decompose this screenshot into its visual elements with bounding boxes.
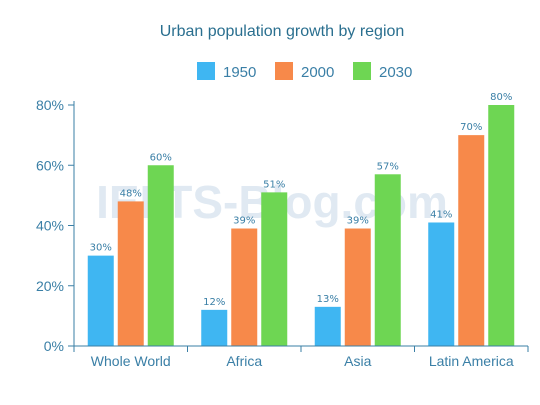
legend-label-2030: 2030 (379, 64, 412, 81)
chart-title: Urban population growth by region (160, 23, 405, 40)
x-axis: Whole World Africa Asia Latin America (73, 345, 529, 369)
y-tick-label: 80% (36, 97, 64, 113)
bar-2030-asia (374, 174, 401, 346)
x-tick-label: Whole World (91, 353, 171, 369)
y-tick-label: 20% (36, 278, 64, 294)
data-label: 60% (150, 152, 172, 163)
bar-2030-africa (261, 192, 288, 346)
y-tick-label: 40% (36, 218, 64, 234)
legend-swatch-1950 (197, 62, 215, 80)
y-axis: 0% 20% 40% 60% 80% (36, 97, 75, 354)
bar-2000-latin-america (458, 135, 485, 346)
legend-label-2000: 2000 (301, 64, 334, 81)
data-label: 30% (90, 243, 112, 254)
bar-2030-whole-world (147, 165, 174, 346)
y-tick-label: 60% (36, 157, 64, 173)
legend-swatch-2000 (275, 62, 293, 80)
x-tick-label: Asia (344, 353, 371, 369)
legend: 1950 2000 2030 (197, 62, 412, 81)
bar-1950-whole-world (87, 255, 114, 346)
bar-2000-whole-world (117, 201, 144, 346)
bar-1950-africa (201, 309, 228, 346)
data-label: 51% (263, 179, 285, 190)
data-label: 12% (203, 297, 225, 308)
data-label: 13% (317, 294, 339, 305)
y-tick-label: 0% (44, 338, 64, 354)
data-label: 48% (120, 188, 142, 199)
data-label: 41% (430, 209, 452, 220)
data-label: 70% (460, 122, 482, 133)
data-label: 39% (347, 216, 369, 227)
bar-1950-asia (314, 306, 341, 346)
bar-2000-asia (344, 228, 371, 346)
x-tick-label: Africa (226, 353, 262, 369)
data-label: 39% (233, 216, 255, 227)
data-label: 80% (490, 92, 512, 103)
data-label: 57% (377, 161, 399, 172)
legend-label-1950: 1950 (223, 64, 256, 81)
bars: 30% 48% 60% 12% 39% 51% 13% 39% 57% 41% 70% 80% (87, 92, 515, 346)
bar-2030-latin-america (488, 105, 515, 346)
bar-1950-latin-america (428, 222, 455, 346)
x-tick-label: Latin America (429, 353, 514, 369)
bar-2000-africa (231, 228, 258, 346)
legend-swatch-2030 (353, 62, 371, 80)
